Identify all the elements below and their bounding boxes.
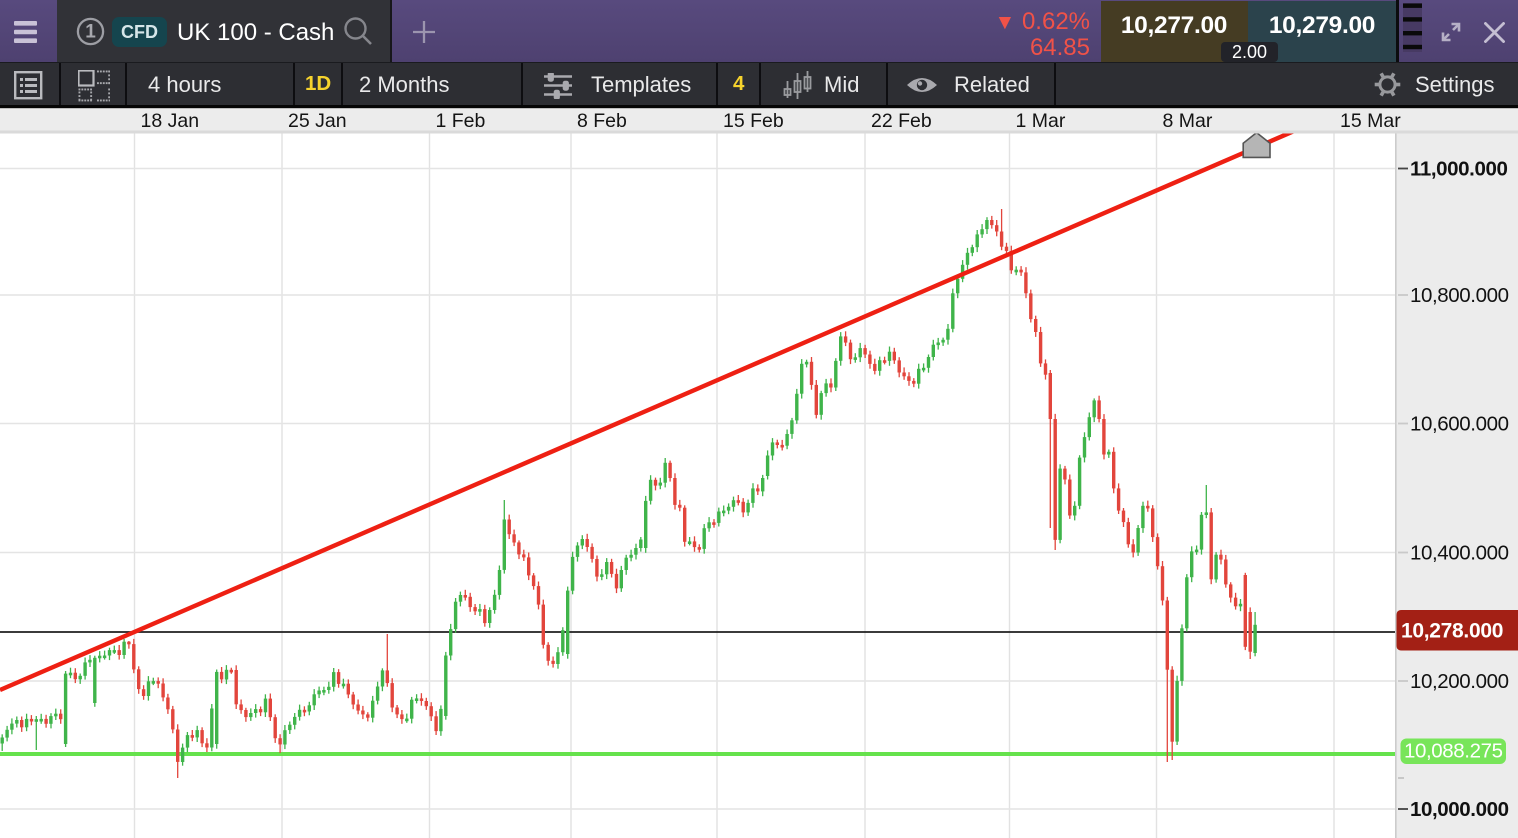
svg-text:8 Mar: 8 Mar (1163, 110, 1213, 132)
svg-text:25 Jan: 25 Jan (288, 110, 347, 132)
svg-text:11,000.000: 11,000.000 (1410, 158, 1507, 181)
svg-text:10,600.000: 10,600.000 (1410, 413, 1509, 436)
svg-text:8 Feb: 8 Feb (577, 110, 627, 132)
svg-text:1: 1 (85, 22, 96, 43)
svg-text:10,800.000: 10,800.000 (1410, 284, 1509, 307)
svg-text:10,000.000: 10,000.000 (1410, 798, 1509, 821)
svg-text:18 Jan: 18 Jan (141, 110, 200, 132)
svg-text:10,278.000: 10,278.000 (1401, 620, 1503, 643)
svg-text:15 Feb: 15 Feb (723, 110, 784, 132)
svg-text:10,200.000: 10,200.000 (1410, 670, 1509, 693)
svg-text:1 Mar: 1 Mar (1016, 110, 1066, 132)
svg-text:22 Feb: 22 Feb (871, 110, 932, 132)
svg-text:10,088.275: 10,088.275 (1404, 740, 1503, 763)
svg-text:1 Feb: 1 Feb (436, 110, 486, 132)
svg-text:15 Mar: 15 Mar (1340, 110, 1401, 132)
svg-text:10,400.000: 10,400.000 (1410, 542, 1509, 565)
